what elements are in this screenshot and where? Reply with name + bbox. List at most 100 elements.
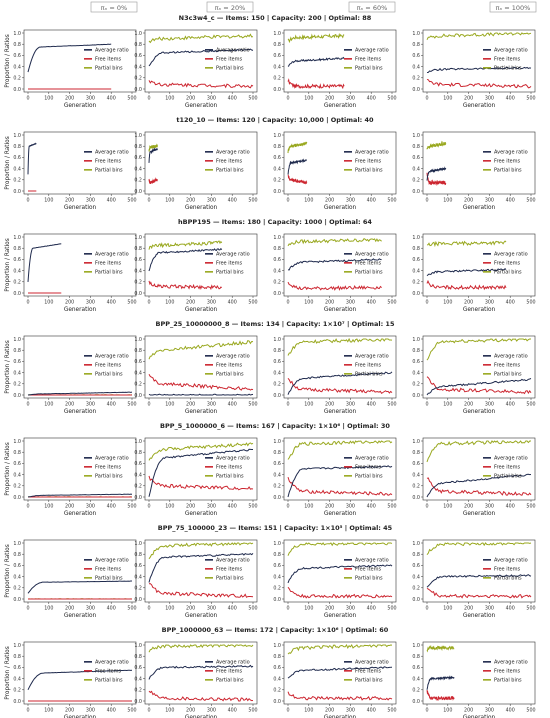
series-average-ratio (148, 393, 254, 396)
legend-label: Partial bins (355, 678, 383, 684)
row-title: BPP_1000000_63 — Items: 172 | Capacity: … (162, 626, 389, 635)
x-tick-label: 100 (304, 300, 313, 306)
legend-label: Free items (355, 57, 381, 63)
x-tick-label: 200 (325, 402, 334, 408)
panel-3: 0.0 0.2 0.4 0.6 0.8 1.0 0 100 200 300 400 500 Genera… (412, 437, 536, 517)
y-tick-label: 1.0 (134, 439, 142, 445)
series-partial-bins (426, 440, 531, 463)
x-tick-label: 100 (165, 606, 174, 612)
y-tick-label: 0.4 (273, 574, 281, 580)
x-tick-label: 200 (65, 708, 74, 714)
y-tick-label: 0.6 (273, 665, 281, 671)
plot-area (283, 539, 397, 603)
x-axis-label: Generation (324, 715, 357, 718)
y-tick-label: 0.8 (412, 348, 420, 354)
plot-area (422, 539, 536, 603)
x-tick-label: 0 (425, 504, 428, 510)
legend-label: Free items (95, 159, 121, 165)
x-tick-label: 0 (26, 606, 29, 612)
y-axis-label: Proportion / Ratios (5, 136, 11, 189)
y-tick-label: 1.0 (134, 643, 142, 649)
x-axis-label: Generation (185, 307, 218, 313)
plot-area (23, 29, 137, 93)
x-tick-label: 0 (26, 402, 29, 408)
y-tick-label: 0.6 (412, 257, 420, 263)
y-tick-label: 0.4 (134, 166, 142, 172)
x-tick-label: 300 (485, 708, 494, 714)
x-tick-label: 200 (464, 504, 473, 510)
legend-label: Partial bins (216, 66, 244, 72)
x-tick-label: 0 (286, 96, 289, 102)
x-tick-label: 500 (526, 402, 535, 408)
y-tick-label: 1.0 (412, 541, 420, 547)
y-tick-label: 0.8 (13, 246, 21, 252)
x-tick-label: 200 (325, 300, 334, 306)
x-tick-label: 500 (127, 606, 136, 612)
y-tick-label: 0.6 (13, 53, 21, 59)
legend-label: Free items (95, 57, 121, 63)
x-tick-label: 300 (346, 198, 355, 204)
legend-label: Partial bins (95, 66, 123, 72)
x-tick-label: 500 (526, 504, 535, 510)
x-tick-label: 100 (44, 504, 53, 510)
legend-label: Free items (216, 57, 242, 63)
y-tick-label: 0.4 (134, 574, 142, 580)
y-tick-label: 0.0 (273, 699, 281, 705)
legend-label: Average ratio (355, 354, 389, 360)
y-tick-label: 0.0 (412, 87, 420, 93)
legend-label: Average ratio (216, 150, 250, 156)
series-partial-bins (287, 542, 393, 556)
x-axis-label: Generation (463, 613, 496, 619)
y-tick-label: 0.2 (134, 382, 142, 388)
y-tick-label: 0.2 (13, 484, 21, 490)
x-axis-label: Generation (463, 103, 496, 109)
x-tick-label: 300 (485, 198, 494, 204)
legend-label: Partial bins (95, 576, 123, 582)
y-tick-label: 0.6 (134, 359, 142, 365)
legend-label: Free items (494, 57, 520, 63)
x-axis-label: Generation (64, 307, 97, 313)
legend-label: Average ratio (95, 558, 129, 564)
y-tick-label: 0.8 (13, 348, 21, 354)
x-axis-label: Generation (64, 409, 97, 415)
y-tick-label: 0.4 (134, 676, 142, 682)
x-tick-label: 500 (526, 606, 535, 612)
x-tick-label: 500 (387, 606, 396, 612)
plot-area (23, 335, 137, 399)
x-axis-label: Generation (463, 307, 496, 313)
legend-label: Partial bins (494, 168, 522, 174)
y-tick-label: 0.0 (134, 495, 142, 501)
x-tick-label: 100 (304, 96, 313, 102)
y-tick-label: 0.2 (134, 280, 142, 286)
y-tick-label: 0.6 (13, 359, 21, 365)
x-tick-label: 400 (506, 504, 515, 510)
legend-label: Free items (494, 159, 520, 165)
x-tick-label: 200 (325, 198, 334, 204)
panel-1: 0.0 0.2 0.4 0.6 0.8 1.0 0 100 200 300 400 500 Genera… (134, 641, 258, 718)
y-tick-label: 0.6 (13, 155, 21, 161)
x-tick-label: 500 (127, 708, 136, 714)
panel-2: 0.0 0.2 0.4 0.6 0.8 1.0 0 100 200 300 400 500 Genera… (273, 29, 397, 109)
legend-label: Partial bins (216, 474, 244, 480)
x-tick-label: 300 (346, 708, 355, 714)
panel-2: 0.0 0.2 0.4 0.6 0.8 1.0 0 100 200 300 400 500 Genera… (273, 641, 397, 718)
legend-label: Partial bins (95, 474, 123, 480)
series-average-ratio (27, 493, 133, 498)
x-tick-label: 200 (65, 198, 74, 204)
legend-label: Free items (216, 159, 242, 165)
y-tick-label: 0.0 (13, 291, 21, 297)
panel-1: 0.0 0.2 0.4 0.6 0.8 1.0 0 100 200 300 400 500 Genera… (134, 131, 258, 211)
y-tick-label: 0.8 (273, 552, 281, 558)
x-tick-label: 100 (304, 708, 313, 714)
x-tick-label: 0 (425, 606, 428, 612)
y-tick-label: 0.6 (273, 257, 281, 263)
y-tick-label: 0.0 (273, 189, 281, 195)
y-tick-label: 0.0 (412, 699, 420, 705)
x-tick-label: 100 (443, 708, 452, 714)
legend-label: Average ratio (95, 252, 129, 258)
series-average-ratio (426, 675, 455, 690)
y-tick-label: 0.0 (412, 393, 420, 399)
y-tick-label: 0.0 (412, 291, 420, 297)
legend-label: Free items (494, 363, 520, 369)
